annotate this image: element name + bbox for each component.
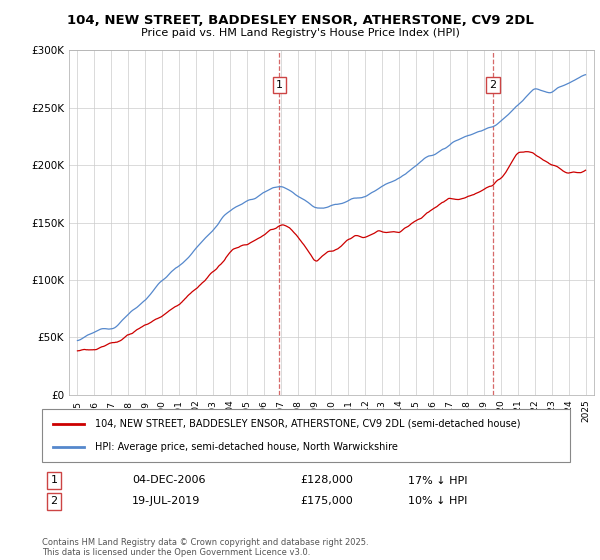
Text: 104, NEW STREET, BADDESLEY ENSOR, ATHERSTONE, CV9 2DL: 104, NEW STREET, BADDESLEY ENSOR, ATHERS… [67, 14, 533, 27]
Text: 10% ↓ HPI: 10% ↓ HPI [408, 496, 467, 506]
Text: Price paid vs. HM Land Registry's House Price Index (HPI): Price paid vs. HM Land Registry's House … [140, 28, 460, 38]
Text: 1: 1 [50, 475, 58, 486]
FancyBboxPatch shape [42, 409, 570, 462]
Text: 17% ↓ HPI: 17% ↓ HPI [408, 475, 467, 486]
Text: HPI: Average price, semi-detached house, North Warwickshire: HPI: Average price, semi-detached house,… [95, 442, 398, 452]
Text: 04-DEC-2006: 04-DEC-2006 [132, 475, 205, 486]
Text: 2: 2 [490, 80, 497, 90]
Text: 2: 2 [50, 496, 58, 506]
Text: Contains HM Land Registry data © Crown copyright and database right 2025.
This d: Contains HM Land Registry data © Crown c… [42, 538, 368, 557]
Text: £128,000: £128,000 [300, 475, 353, 486]
Text: 1: 1 [276, 80, 283, 90]
Text: £175,000: £175,000 [300, 496, 353, 506]
Text: 19-JUL-2019: 19-JUL-2019 [132, 496, 200, 506]
Text: 104, NEW STREET, BADDESLEY ENSOR, ATHERSTONE, CV9 2DL (semi-detached house): 104, NEW STREET, BADDESLEY ENSOR, ATHERS… [95, 419, 520, 429]
